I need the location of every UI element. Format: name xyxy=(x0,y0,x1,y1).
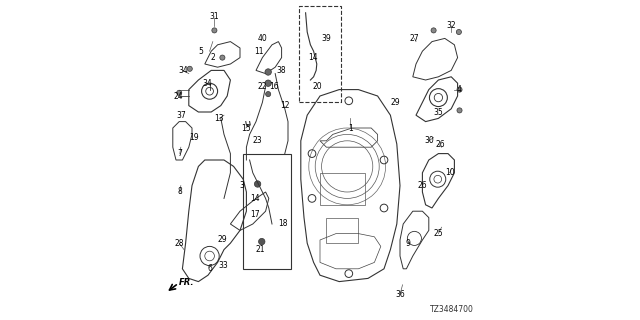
Circle shape xyxy=(259,238,265,245)
Text: TZ3484700: TZ3484700 xyxy=(429,305,474,314)
Text: 33: 33 xyxy=(218,261,228,270)
Circle shape xyxy=(431,28,436,33)
Text: 6: 6 xyxy=(207,264,212,273)
Text: 14: 14 xyxy=(308,53,318,62)
Text: 25: 25 xyxy=(433,229,444,238)
Circle shape xyxy=(220,55,225,60)
Text: 15: 15 xyxy=(241,124,251,132)
Text: 22: 22 xyxy=(257,82,266,91)
Text: 35: 35 xyxy=(433,108,444,116)
Circle shape xyxy=(255,181,261,187)
Text: 5: 5 xyxy=(198,47,204,56)
Text: 40: 40 xyxy=(257,34,268,43)
Text: 26: 26 xyxy=(417,181,428,190)
Text: 7: 7 xyxy=(177,149,182,158)
Bar xyxy=(326,218,358,243)
Text: 36: 36 xyxy=(395,290,405,299)
Circle shape xyxy=(265,80,271,86)
Text: 9: 9 xyxy=(406,239,410,248)
Text: 21: 21 xyxy=(255,245,264,254)
Text: 39: 39 xyxy=(321,34,332,43)
Bar xyxy=(320,173,365,205)
Text: 4: 4 xyxy=(457,85,461,94)
Text: 14: 14 xyxy=(250,194,260,203)
Circle shape xyxy=(177,90,182,95)
Circle shape xyxy=(187,66,192,71)
Circle shape xyxy=(265,69,271,75)
Text: 16: 16 xyxy=(269,82,278,91)
Text: 29: 29 xyxy=(218,236,227,244)
Text: 31: 31 xyxy=(209,12,219,20)
Bar xyxy=(243,154,291,269)
Text: 24: 24 xyxy=(173,92,184,100)
Text: 3: 3 xyxy=(239,181,244,190)
Text: 38: 38 xyxy=(276,66,287,75)
Text: 37: 37 xyxy=(177,111,187,120)
Text: 26: 26 xyxy=(435,140,445,148)
Circle shape xyxy=(266,92,271,97)
Text: FR.: FR. xyxy=(179,278,195,287)
Circle shape xyxy=(457,108,462,113)
Text: 30: 30 xyxy=(424,136,434,145)
Text: 27: 27 xyxy=(410,34,419,43)
Circle shape xyxy=(212,28,217,33)
Text: 1: 1 xyxy=(348,124,353,132)
Text: 10: 10 xyxy=(445,168,454,177)
Text: 13: 13 xyxy=(214,114,224,123)
Text: 34: 34 xyxy=(178,66,188,75)
Text: 17: 17 xyxy=(250,210,260,219)
Circle shape xyxy=(456,29,461,35)
Text: 8: 8 xyxy=(177,188,182,196)
Text: 2: 2 xyxy=(211,53,215,62)
Bar xyxy=(300,6,340,102)
Text: 29: 29 xyxy=(390,98,400,107)
Text: 28: 28 xyxy=(175,239,184,248)
Text: 19: 19 xyxy=(189,133,198,142)
Text: 32: 32 xyxy=(446,21,456,30)
Circle shape xyxy=(457,87,462,92)
Text: 20: 20 xyxy=(312,82,323,91)
Text: 34: 34 xyxy=(202,79,212,88)
Text: 12: 12 xyxy=(280,101,289,110)
Text: 18: 18 xyxy=(278,220,288,228)
Text: 11: 11 xyxy=(255,47,264,56)
Text: 23: 23 xyxy=(253,136,262,145)
